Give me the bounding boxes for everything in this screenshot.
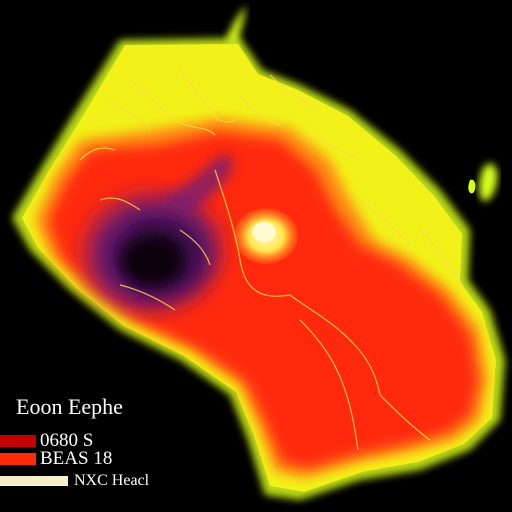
legend-item: 0680 S (0, 430, 180, 452)
legend-label: 0680 S (40, 430, 94, 451)
legend-swatch (0, 453, 36, 465)
legend-item: NXC Heacl (0, 470, 180, 492)
island (479, 163, 498, 201)
legend-label: NXC Heacl (74, 472, 150, 489)
peninsula (226, 6, 246, 46)
island (468, 179, 476, 194)
legend: Eoon Eephe 0680 S BEAS 18 NXC Heacl (0, 392, 180, 502)
legend-title: Eoon Eephe (16, 394, 123, 419)
purple-arm (160, 154, 233, 215)
hot-spot-core (252, 222, 276, 242)
river-network (79, 69, 466, 451)
legend-swatch (0, 435, 36, 447)
legend-swatch (0, 476, 68, 486)
legend-item: BEAS 18 (0, 448, 180, 470)
legend-label: BEAS 18 (40, 448, 113, 469)
dark-center (122, 238, 182, 286)
